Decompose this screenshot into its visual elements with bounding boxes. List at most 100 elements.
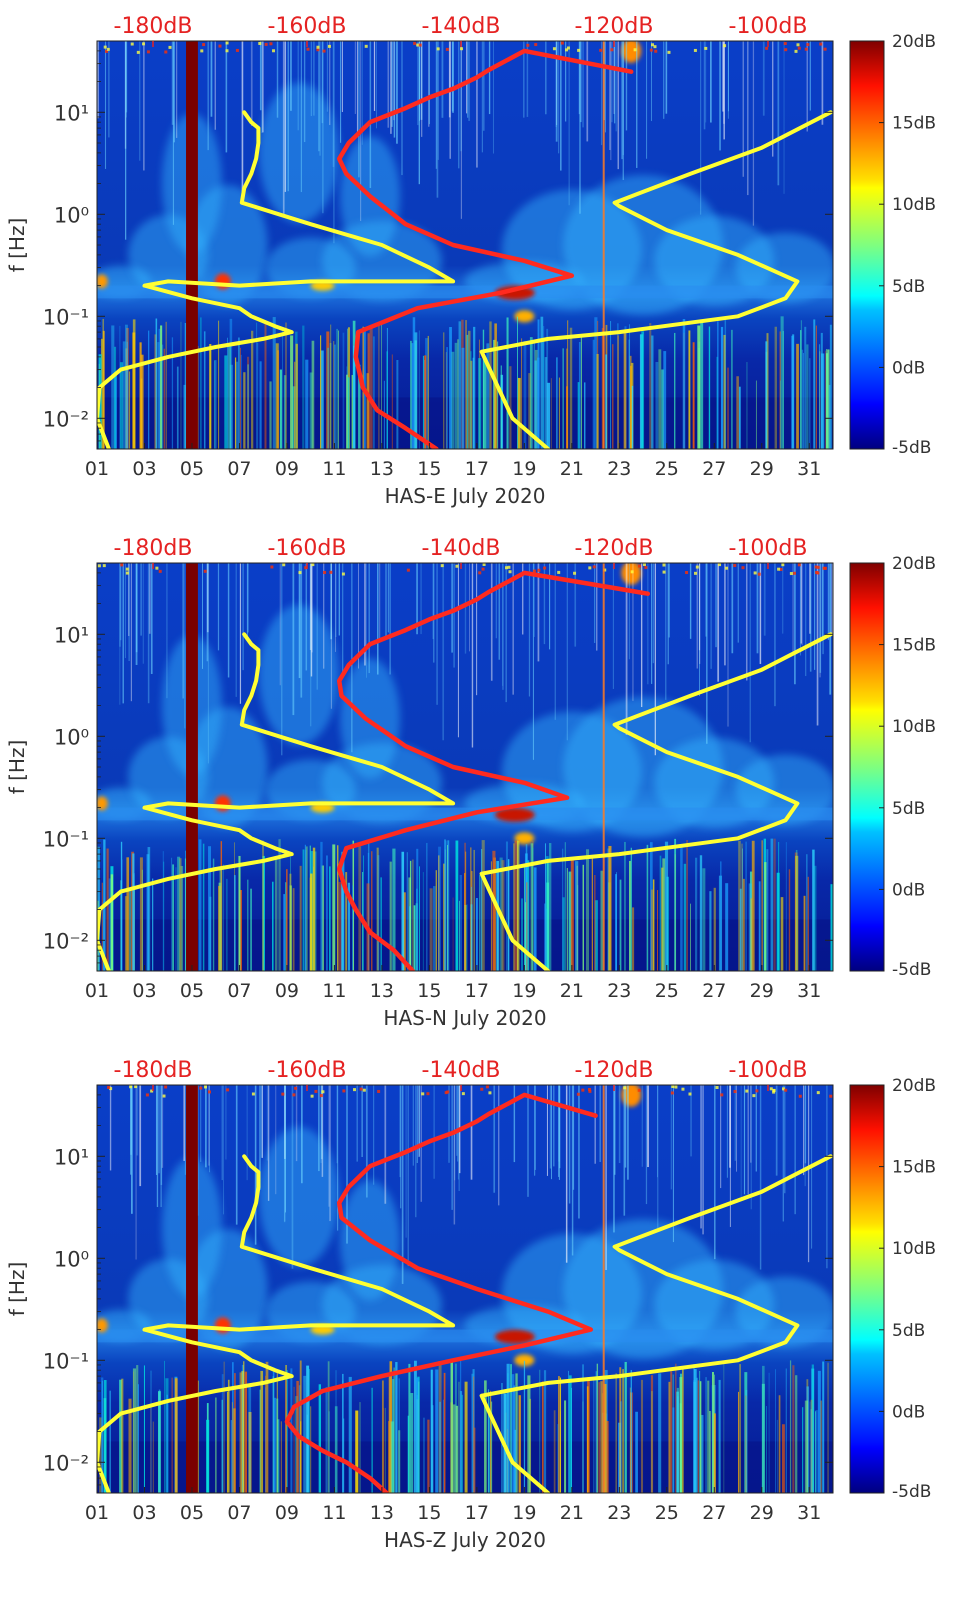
colorbar-tick-label: 0dB	[892, 880, 925, 900]
noise-streak	[175, 867, 177, 971]
noise-streak	[282, 41, 285, 218]
speck	[560, 41, 564, 45]
noise-streak	[586, 1386, 589, 1493]
noise-streak	[143, 1365, 146, 1493]
noise-streak	[636, 41, 638, 168]
y-tick-label: 10¹	[54, 623, 89, 647]
speck	[816, 1091, 820, 1095]
noise-streak	[305, 563, 308, 671]
noise-streak	[702, 868, 706, 971]
top-db-tick-label: -100dB	[729, 1058, 808, 1083]
noise-streak	[472, 357, 475, 449]
noise-streak	[172, 41, 174, 225]
noise-streak	[692, 342, 695, 449]
noise-streak	[171, 41, 174, 125]
noise-streak	[594, 1085, 596, 1164]
noise-streak	[240, 354, 242, 449]
noise-streak	[128, 563, 130, 662]
noise-streak	[402, 892, 406, 971]
noise-streak	[365, 563, 367, 678]
hot-spot	[494, 1329, 535, 1344]
noise-streak	[523, 41, 525, 118]
speck	[258, 41, 262, 45]
noise-streak	[329, 343, 332, 449]
noise-streak	[820, 1400, 822, 1493]
noise-streak	[705, 1377, 707, 1493]
noise-streak	[794, 1085, 796, 1215]
x-tick-label: 19	[512, 980, 536, 1002]
speck	[109, 1087, 113, 1091]
noise-streak	[416, 1085, 418, 1163]
noise-streak	[717, 321, 719, 449]
speck	[723, 44, 727, 48]
noise-streak	[304, 844, 306, 971]
noise-streak	[526, 41, 529, 117]
noise-streak	[628, 339, 630, 449]
noise-streak	[526, 882, 529, 971]
noise-streak	[549, 563, 551, 650]
noise-streak	[231, 1402, 233, 1493]
noise-streak	[486, 343, 490, 449]
noise-streak	[306, 1365, 310, 1493]
noise-streak	[320, 841, 323, 971]
noise-streak	[309, 372, 313, 449]
noise-streak	[629, 365, 632, 449]
colorbar-tick-label: -5dB	[892, 1482, 931, 1502]
noise-streak	[142, 563, 144, 664]
speck	[426, 1092, 430, 1096]
noise-streak	[129, 890, 132, 971]
noise-streak	[242, 563, 244, 671]
psd-curve-red	[284, 1092, 598, 1493]
noise-streak	[780, 897, 784, 971]
speck	[218, 44, 222, 48]
speck	[145, 1093, 149, 1097]
noise-streak	[530, 843, 534, 971]
noise-streak	[339, 41, 342, 143]
noise-streak	[801, 349, 804, 449]
noise-streak	[261, 1085, 263, 1158]
noise-streak	[289, 873, 292, 971]
noise-streak	[460, 41, 462, 219]
speck	[651, 43, 655, 47]
noise-streak	[680, 847, 683, 971]
noise-streak	[829, 324, 832, 449]
noise-streak	[122, 563, 124, 704]
noise-streak	[796, 343, 799, 449]
noise-streak	[595, 1371, 597, 1493]
noise-streak	[528, 563, 531, 697]
noise-streak	[620, 1401, 622, 1493]
speck	[794, 49, 798, 53]
speck	[120, 563, 124, 567]
noise-streak	[521, 338, 523, 449]
noise-streak	[558, 41, 560, 154]
top-db-tick-label: -120dB	[575, 14, 654, 39]
noise-streak	[119, 563, 121, 705]
speck	[789, 572, 793, 576]
noise-streak	[438, 846, 441, 971]
noise-streak	[568, 1370, 569, 1493]
noise-streak	[299, 865, 302, 971]
noise-streak	[631, 907, 635, 971]
noise-streak	[822, 563, 824, 655]
noise-streak	[567, 320, 569, 449]
x-tick-label: 07	[227, 1502, 251, 1524]
noise-streak	[568, 41, 570, 206]
speck	[777, 567, 781, 571]
noise-streak	[223, 864, 224, 971]
noise-streak	[140, 563, 142, 636]
noise-streak	[792, 334, 795, 449]
noise-streak	[652, 879, 655, 971]
noise-streak	[612, 563, 614, 689]
noise-streak	[119, 362, 124, 449]
noise-streak	[302, 849, 305, 971]
noise-streak	[813, 319, 816, 449]
noise-streak	[755, 1085, 757, 1172]
noise-streak	[500, 374, 504, 449]
noise-streak	[329, 866, 331, 971]
noise-streak	[690, 1085, 692, 1157]
noise-streak	[104, 41, 107, 169]
noise-streak	[347, 882, 351, 971]
noise-streak	[475, 898, 478, 971]
x-tick-label: 29	[750, 1502, 774, 1524]
speck	[251, 1092, 255, 1096]
